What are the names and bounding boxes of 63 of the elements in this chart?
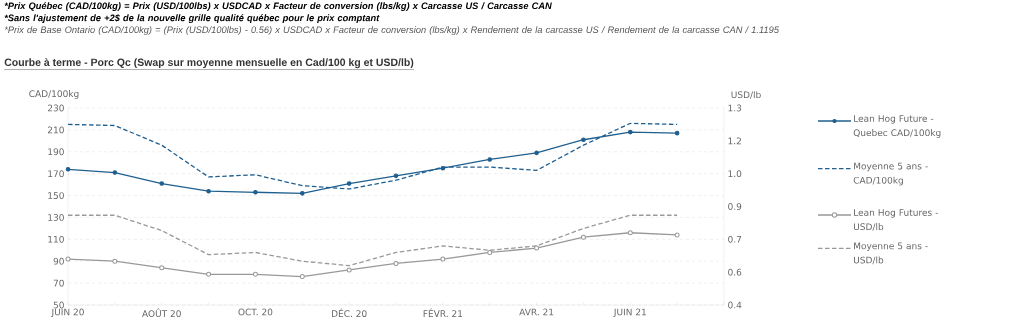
- x-tick-label: JUIN 21: [613, 308, 646, 318]
- point: [206, 188, 211, 194]
- point: [253, 189, 258, 195]
- y2-tick-label: 0.6: [728, 268, 742, 276]
- text: *Prix Québec (CAD/100kg) = Prix (USD/100lbs) x USDCAD x Facteur de conversion (lbs/kg) x Carcasse US / Carcasse CAN: [4, 2, 552, 11]
- y-tick-label: 170: [48, 170, 64, 178]
- x-tick-label: FÉVR. 21: [423, 308, 463, 317]
- x-tick-label: AVR. 21: [519, 308, 554, 316]
- point: [112, 170, 118, 175]
- y-tick-label: 130: [48, 214, 64, 221]
- x-tick-label: JUIN 20: [51, 308, 84, 318]
- point: [393, 260, 399, 266]
- y2-tick-label: 1.2: [728, 137, 741, 145]
- point: [393, 173, 399, 179]
- legend-label: Moyenne 5 ans - CAD/100kg: [853, 162, 928, 186]
- x-tick-label: DÉC. 20: [331, 308, 367, 317]
- point: [159, 265, 165, 271]
- y-tick-label: 230: [47, 104, 64, 112]
- point: [299, 274, 305, 280]
- legend-label: Moyenne 5 ans - USD/lb: [854, 242, 928, 265]
- y2-tick-label: 0.9: [728, 203, 742, 210]
- y-tick-label: 150: [48, 192, 64, 199]
- point: [252, 271, 258, 277]
- point: [534, 245, 540, 251]
- point: [346, 267, 352, 273]
- y-tick-label: 70: [53, 279, 64, 287]
- point: [299, 191, 305, 196]
- y-tick-label: 110: [48, 235, 64, 243]
- point: [440, 165, 446, 171]
- point: [487, 249, 493, 255]
- y2-axis-title: USD/lb: [731, 91, 761, 99]
- point: [206, 271, 212, 277]
- x-tick-label: AOÛT 20: [142, 308, 181, 318]
- point: [580, 234, 586, 240]
- y2-tick-label: 0.7: [728, 235, 742, 243]
- chart-title: Courbe à terme - Porc Qc (Swap sur moyenne mensuelle en Cad/100 kg et USD/lb): [4, 58, 414, 69]
- point: [65, 166, 71, 172]
- y-tick-label: 190: [48, 148, 64, 156]
- point: [440, 256, 446, 262]
- text: *Sans l'ajustement de +2$ de la nouvelle grille qualité québec pour le prix comptant: [4, 14, 380, 24]
- point: [627, 230, 633, 236]
- point: [674, 232, 680, 238]
- point: [159, 181, 165, 186]
- point: [674, 130, 680, 136]
- y2-tick-label: 0.4: [728, 301, 742, 309]
- y-axis-title: CAD/100kg: [29, 90, 79, 99]
- point: [65, 256, 71, 262]
- point: [346, 181, 352, 186]
- text: *Prix de Base Ontario (CAD/100kg) = (Prix (USD/100lbs) - 0.56) x USDCAD x Facteur de conversion (lbs/kg) x Rendement de la carcasse US / Rendement de la carcasse CAN / 1.1195: [4, 26, 779, 35]
- y2-tick-label: 1.0: [728, 170, 742, 178]
- point: [534, 150, 539, 156]
- legend-label: Lean Hog Futures - USD/lb: [854, 209, 938, 231]
- point: [627, 129, 633, 135]
- point: [112, 258, 118, 264]
- y2-tick-label: 1.3: [728, 104, 742, 112]
- y-tick-label: 210: [47, 126, 64, 134]
- y-tick-label: 50: [53, 301, 64, 309]
- point: [581, 137, 586, 143]
- point: [487, 157, 493, 162]
- x-tick-label: OCT. 20: [238, 308, 273, 316]
- y-tick-label: 90: [53, 257, 64, 265]
- legend-label: Lean Hog Future - Quebec CAD/100kg: [853, 115, 941, 138]
- line-series: [68, 122, 678, 190]
